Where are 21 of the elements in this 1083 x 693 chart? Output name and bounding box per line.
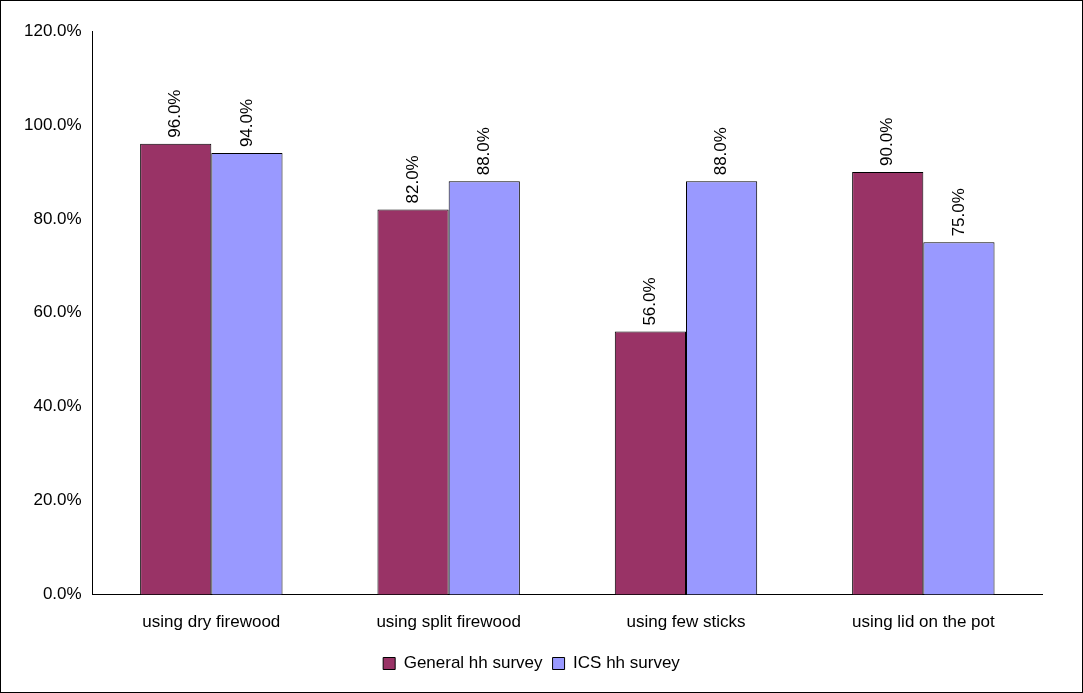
y-tick-label: 120.0% xyxy=(23,20,82,40)
data-label: 88.0% xyxy=(711,127,731,176)
y-tick-label: 100.0% xyxy=(23,114,82,134)
data-label: 96.0% xyxy=(165,89,185,138)
y-tick-label: 0.0% xyxy=(42,584,82,604)
legend-label: General hh survey xyxy=(403,653,544,673)
data-label: 75.0% xyxy=(948,188,968,237)
data-label: 56.0% xyxy=(640,277,660,326)
data-label: 82.0% xyxy=(402,155,422,204)
legend-label: ICS hh survey xyxy=(573,653,681,673)
data-label: 90.0% xyxy=(877,117,897,166)
x-tick-label: using split firewood xyxy=(376,612,521,632)
y-tick-label: 80.0% xyxy=(33,208,82,228)
data-label: 94.0% xyxy=(236,98,256,148)
x-tick-label: using dry firewood xyxy=(142,612,281,632)
y-tick-label: 20.0% xyxy=(33,490,82,510)
y-tick-label: 40.0% xyxy=(33,396,82,416)
data-label: 88.0% xyxy=(473,127,493,176)
x-tick-label: using few sticks xyxy=(626,612,746,632)
y-tick-label: 60.0% xyxy=(33,302,82,322)
x-tick-label: using lid on the pot xyxy=(851,612,995,632)
